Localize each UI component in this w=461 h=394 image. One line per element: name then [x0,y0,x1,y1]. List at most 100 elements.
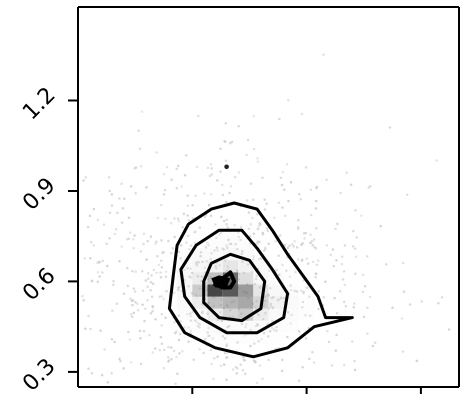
scatter-point [204,281,208,285]
scatter-point [204,246,208,249]
scatter-point [203,266,207,269]
scatter-point [312,361,316,364]
scatter-point [237,278,241,281]
scatter-point [283,297,286,300]
density-cell [207,224,223,237]
scatter-point [353,359,356,363]
scatter-point [183,173,187,177]
scatter-point [263,198,266,201]
scatter-point [189,244,193,247]
scatter-point [122,292,126,295]
scatter-point [120,245,123,248]
scatter-point [335,333,338,337]
scatter-point [122,367,125,370]
scatter-point [301,300,305,304]
scatter-point [160,313,164,316]
scatter-point [277,254,280,257]
scatter-point [241,369,245,372]
scatter-point [296,290,299,293]
scatter-point [129,313,133,316]
scatter-point [325,243,329,247]
scatter-point [90,372,94,375]
scatter-point [237,125,240,128]
scatter-point [256,312,260,316]
scatter-point [147,277,150,281]
scatter-point [271,306,275,309]
scatter-point [304,337,308,340]
scatter-point [229,242,233,246]
scatter-point [83,257,87,260]
scatter-point [258,240,261,244]
scatter-point [354,255,358,259]
scatter-point [193,230,196,234]
scatter-point [271,319,274,323]
scatter-point [304,314,307,317]
scatter-point [379,224,382,228]
scatter-point [176,372,179,375]
scatter-point [106,264,109,268]
scatter-point [242,271,246,275]
scatter-point [176,164,180,168]
scatter-point [141,289,145,293]
scatter-point [241,249,244,253]
scatter-point [349,183,353,187]
scatter-point [259,257,263,261]
scatter-point [131,238,135,241]
scatter-point [194,194,197,197]
scatter-point [218,233,221,236]
scatter-point [233,175,237,179]
scatter-point [256,157,259,160]
scatter-point [280,369,284,373]
scatter-point [335,259,338,262]
contour-layer [167,201,354,359]
scatter-point [142,242,145,246]
scatter-point [352,302,356,305]
scatter-point [118,357,121,361]
scatter-point [207,243,210,247]
density-cell [222,260,238,273]
scatter-point [293,239,296,243]
scatter-point [195,165,199,169]
scatter-point [129,231,132,234]
scatter-point [175,186,179,190]
scatter-point [373,341,377,345]
scatter-point [151,304,154,308]
scatter-point [303,237,306,240]
scatter-point [207,203,211,207]
scatter-point [138,147,142,151]
scatter-point [235,269,239,272]
scatter-point [105,242,108,246]
scatter-point [87,314,90,318]
scatter-point [405,193,409,196]
scatter-point [288,275,292,278]
scatter-point [101,271,104,274]
scatter-point [99,329,102,332]
scatter-point [153,347,157,350]
contour-level-3 [202,252,267,323]
density-cell [177,320,193,333]
scatter-point [235,372,239,375]
scatter-point [311,244,314,247]
scatter-point [131,269,134,273]
scatter-point [98,275,101,278]
scatter-point [226,265,230,268]
scatter-point [146,299,149,302]
scatter-point [82,298,85,302]
scatter-point [162,366,166,370]
scatter-point [139,362,143,366]
scatter-point [314,275,317,279]
scatter-point [92,207,96,211]
scatter-point [127,330,130,334]
scatter-point [247,227,251,231]
scatter-point [131,315,134,318]
scatter-point [181,225,184,229]
scatter-point [331,248,335,251]
scatter-point [166,355,170,359]
scatter-point [210,173,214,176]
scatter-point [226,246,229,250]
scatter-point [330,364,334,367]
scatter-point [192,358,195,361]
scatter-point [182,212,186,216]
scatter-point [329,253,332,257]
scatter-point [305,257,309,260]
